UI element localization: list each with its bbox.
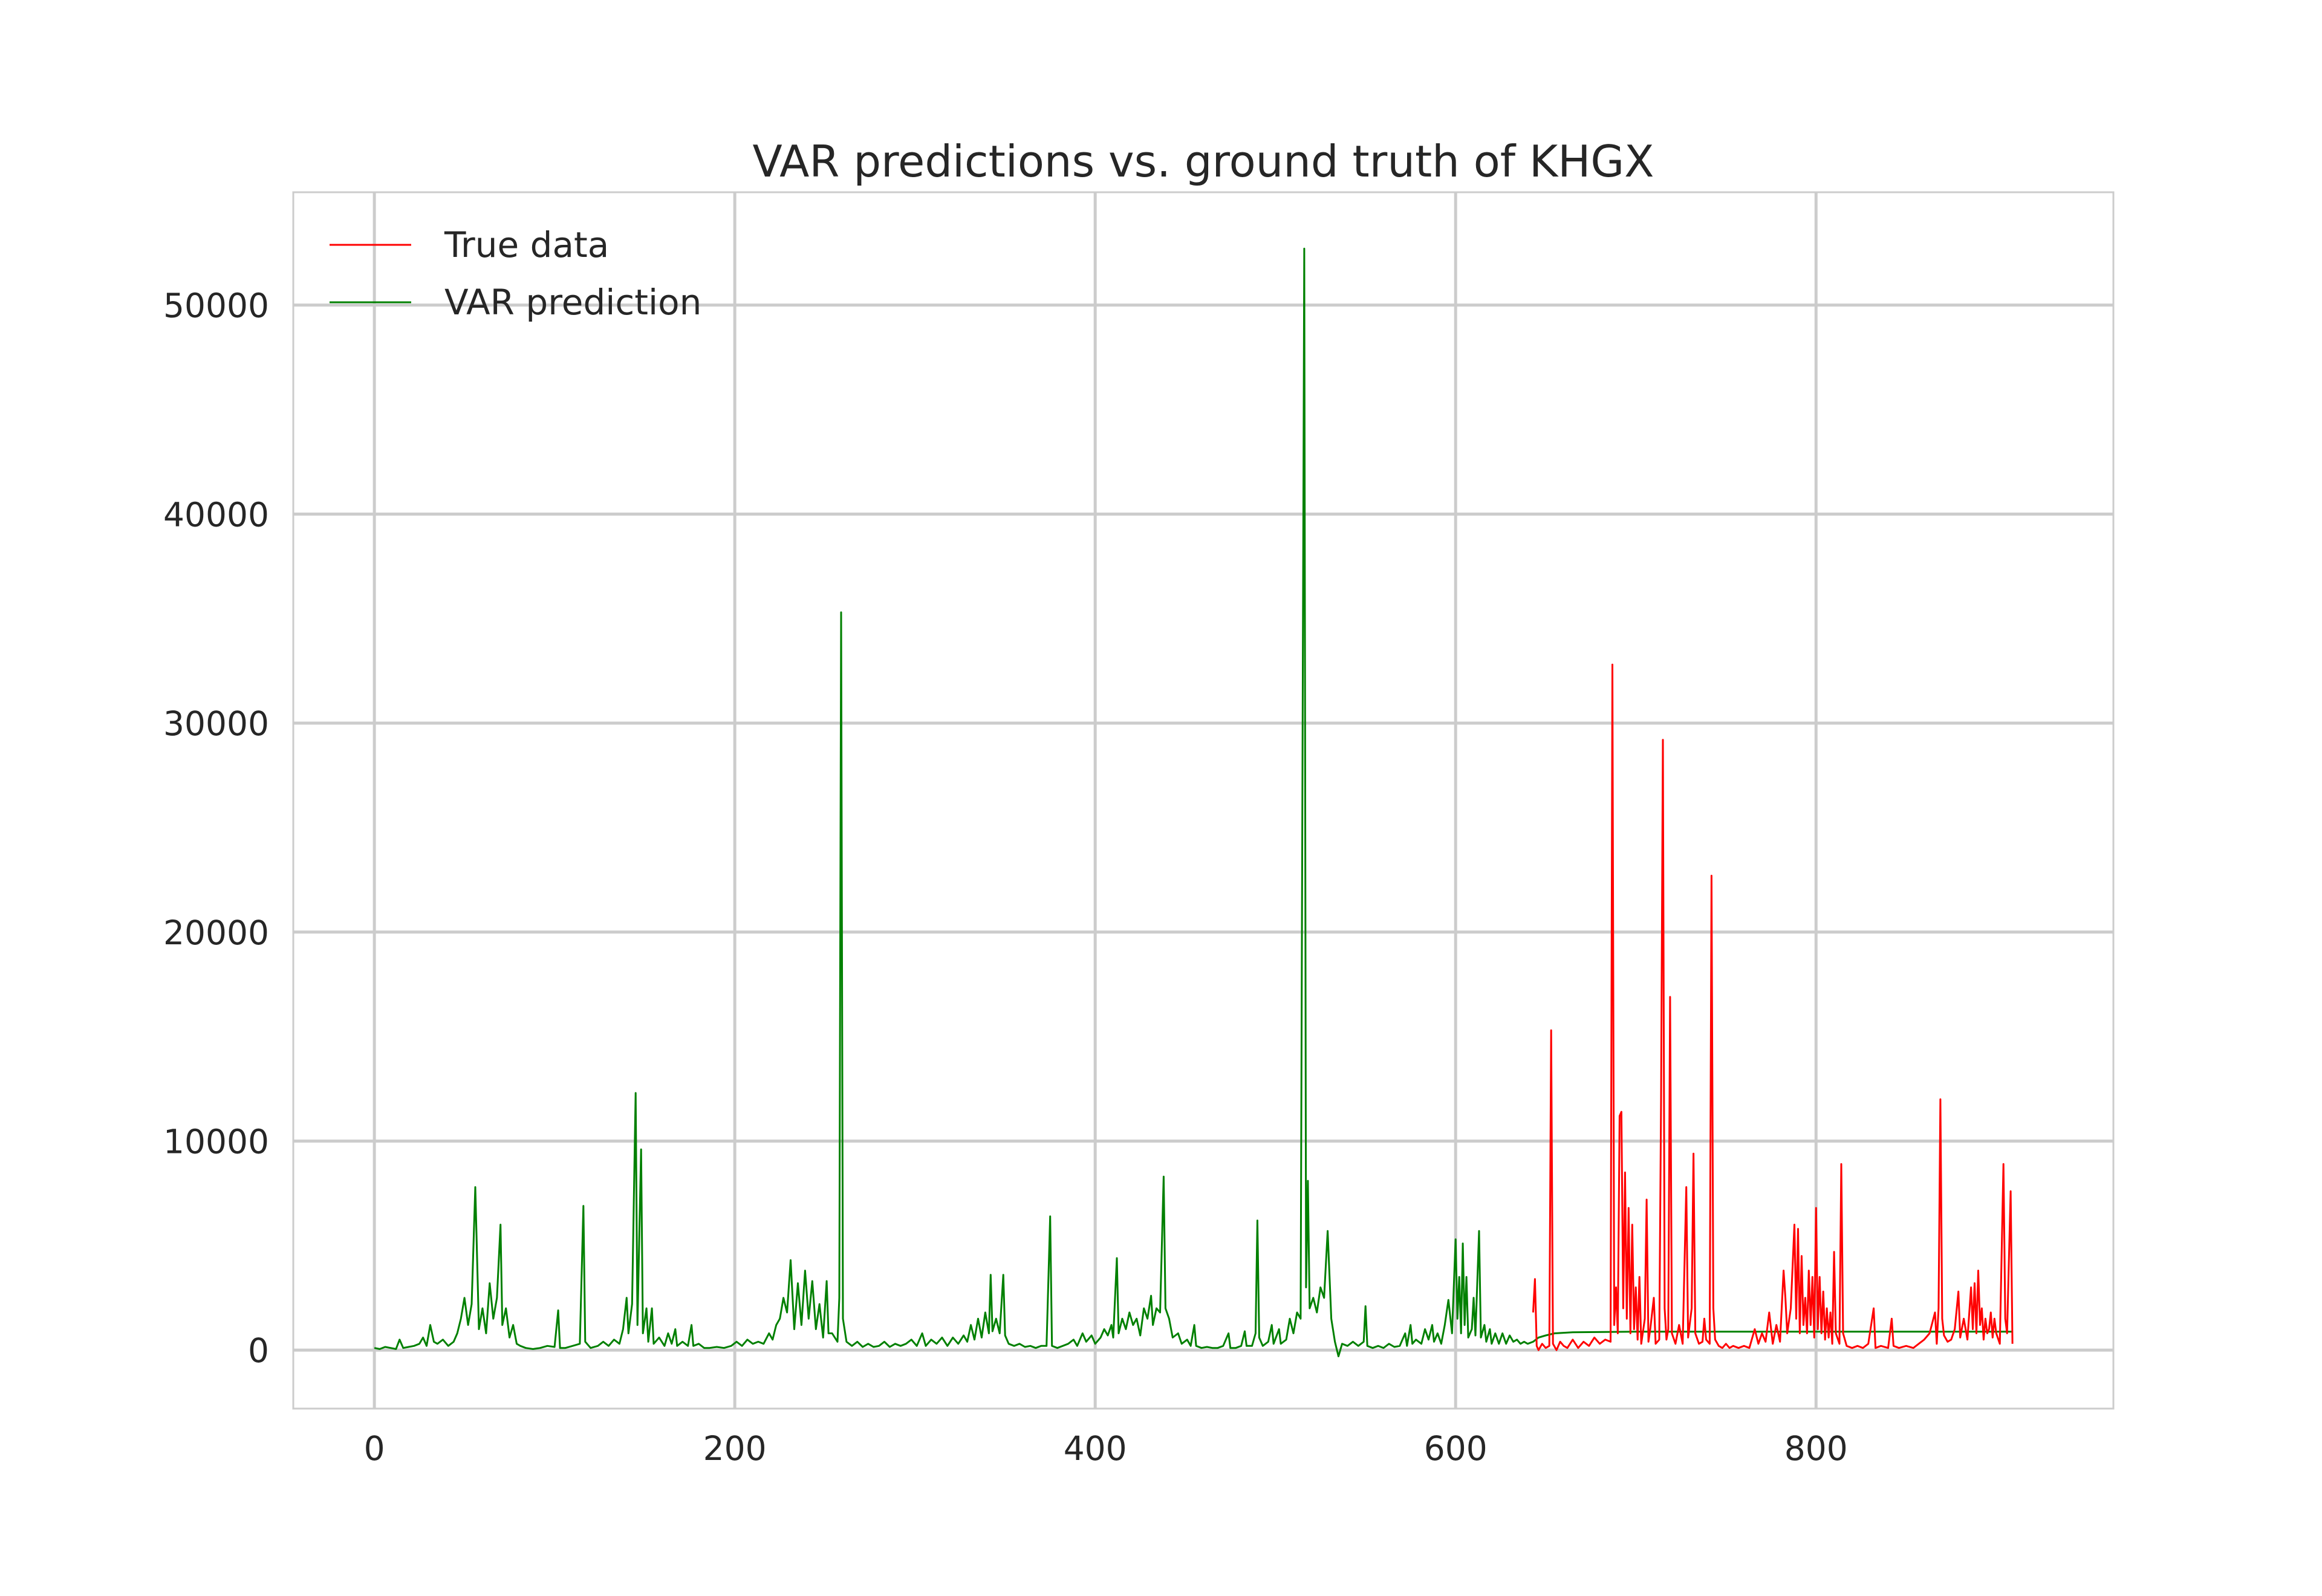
grid xyxy=(293,192,2113,1409)
series-line-true-data xyxy=(1532,663,2014,1351)
plot-area xyxy=(292,191,2115,1410)
x-tick-label: 0 xyxy=(364,1429,385,1468)
legend-label-true-data: True data xyxy=(444,224,609,265)
series-line-var-prediction xyxy=(374,247,2013,1358)
y-tick-label: 50000 xyxy=(163,287,269,325)
y-tick-label: 30000 xyxy=(163,704,269,743)
x-tick-label: 600 xyxy=(1424,1429,1488,1468)
legend: True data VAR prediction xyxy=(330,224,701,323)
x-tick-label: 800 xyxy=(1784,1429,1848,1468)
y-tick-label: 20000 xyxy=(163,913,269,952)
x-tick-label: 400 xyxy=(1064,1429,1127,1468)
y-tick-label: 0 xyxy=(248,1331,269,1370)
chart-title: VAR predictions vs. ground truth of KHGX xyxy=(753,136,1654,187)
y-tick-label: 10000 xyxy=(163,1122,269,1161)
legend-label-var-prediction: VAR prediction xyxy=(444,282,701,323)
series-group xyxy=(374,247,2014,1358)
x-tick-label: 200 xyxy=(703,1429,767,1468)
y-tick-label: 40000 xyxy=(163,495,269,534)
x-axis: 0 200 400 600 800 xyxy=(364,1429,1848,1468)
y-axis: 0 10000 20000 30000 40000 50000 xyxy=(163,287,269,1371)
